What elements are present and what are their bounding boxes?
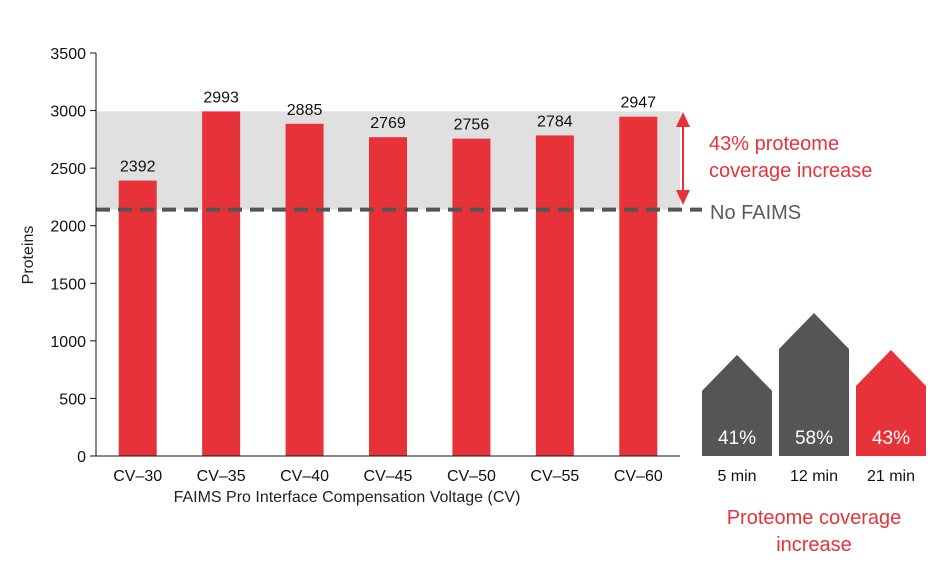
y-tick-label: 3500 — [50, 46, 86, 63]
x-tick-label: CV–40 — [280, 468, 329, 485]
y-tick-label: 1000 — [50, 334, 86, 351]
x-tick-label: CV–50 — [447, 468, 496, 485]
x-axis-ticks: CV–30 CV–35 CV–40 CV–45 CV–50 CV–55 CV–60 — [113, 468, 663, 485]
baseline-label: No FAIMS — [710, 202, 801, 224]
bar — [285, 123, 324, 456]
inset-house-bar — [702, 354, 772, 456]
inset-percent-label: 41% — [718, 428, 756, 449]
x-tick-label: CV–60 — [614, 468, 663, 485]
bar-value-label: 2769 — [370, 115, 406, 132]
inset-caption-line-2: increase — [776, 534, 852, 556]
inset-caption-line-1: Proteome coverage — [727, 507, 902, 529]
bar — [619, 116, 658, 456]
y-tick-label: 2000 — [50, 219, 86, 236]
x-tick-label: CV–55 — [530, 468, 579, 485]
x-tick-label: CV–35 — [197, 468, 246, 485]
bar — [452, 138, 491, 456]
y-tick-label: 0 — [77, 449, 86, 466]
bar-value-label: 2784 — [537, 113, 573, 130]
x-axis-title: FAIMS Pro Interface Compensation Voltage… — [174, 489, 521, 506]
bar — [369, 137, 407, 456]
y-axis-title: Proteins — [20, 226, 37, 285]
inset-time-label: 12 min — [790, 468, 838, 485]
y-tick-label: 500 — [59, 391, 86, 408]
bar — [202, 111, 241, 456]
y-tick-label: 1500 — [50, 276, 86, 293]
bar-value-label: 2993 — [203, 89, 239, 106]
inset-house-bar — [856, 349, 926, 456]
bar — [535, 135, 574, 456]
inset-coverage-chart: 41% 5 min 58% 12 min 43% 21 min — [702, 313, 926, 485]
x-tick-label: CV–45 — [364, 468, 413, 485]
inset-percent-label: 58% — [795, 428, 833, 449]
bar — [118, 180, 157, 456]
annotation-line-2: coverage increase — [709, 160, 872, 182]
bar-value-label: 2756 — [454, 117, 490, 134]
annotation-line-1: 43% proteome — [709, 133, 839, 155]
inset-percent-label: 43% — [872, 428, 910, 449]
bar-value-label: 2392 — [120, 159, 156, 176]
inset-time-label: 5 min — [717, 468, 756, 485]
y-tick-label: 2500 — [50, 161, 86, 178]
y-axis-ticks: 0 500 1000 1500 2000 2500 3000 3500 — [50, 46, 96, 466]
inset-house-bar — [779, 313, 849, 456]
bars: 2392 2993 2885 2769 2756 2784 2947 — [118, 89, 658, 456]
y-tick-label: 3000 — [50, 104, 86, 121]
inset-time-label: 21 min — [867, 468, 915, 485]
bar-value-label: 2947 — [620, 95, 656, 112]
bar-value-label: 2885 — [287, 102, 323, 119]
range-arrow — [676, 112, 690, 205]
x-tick-label: CV–30 — [113, 468, 162, 485]
